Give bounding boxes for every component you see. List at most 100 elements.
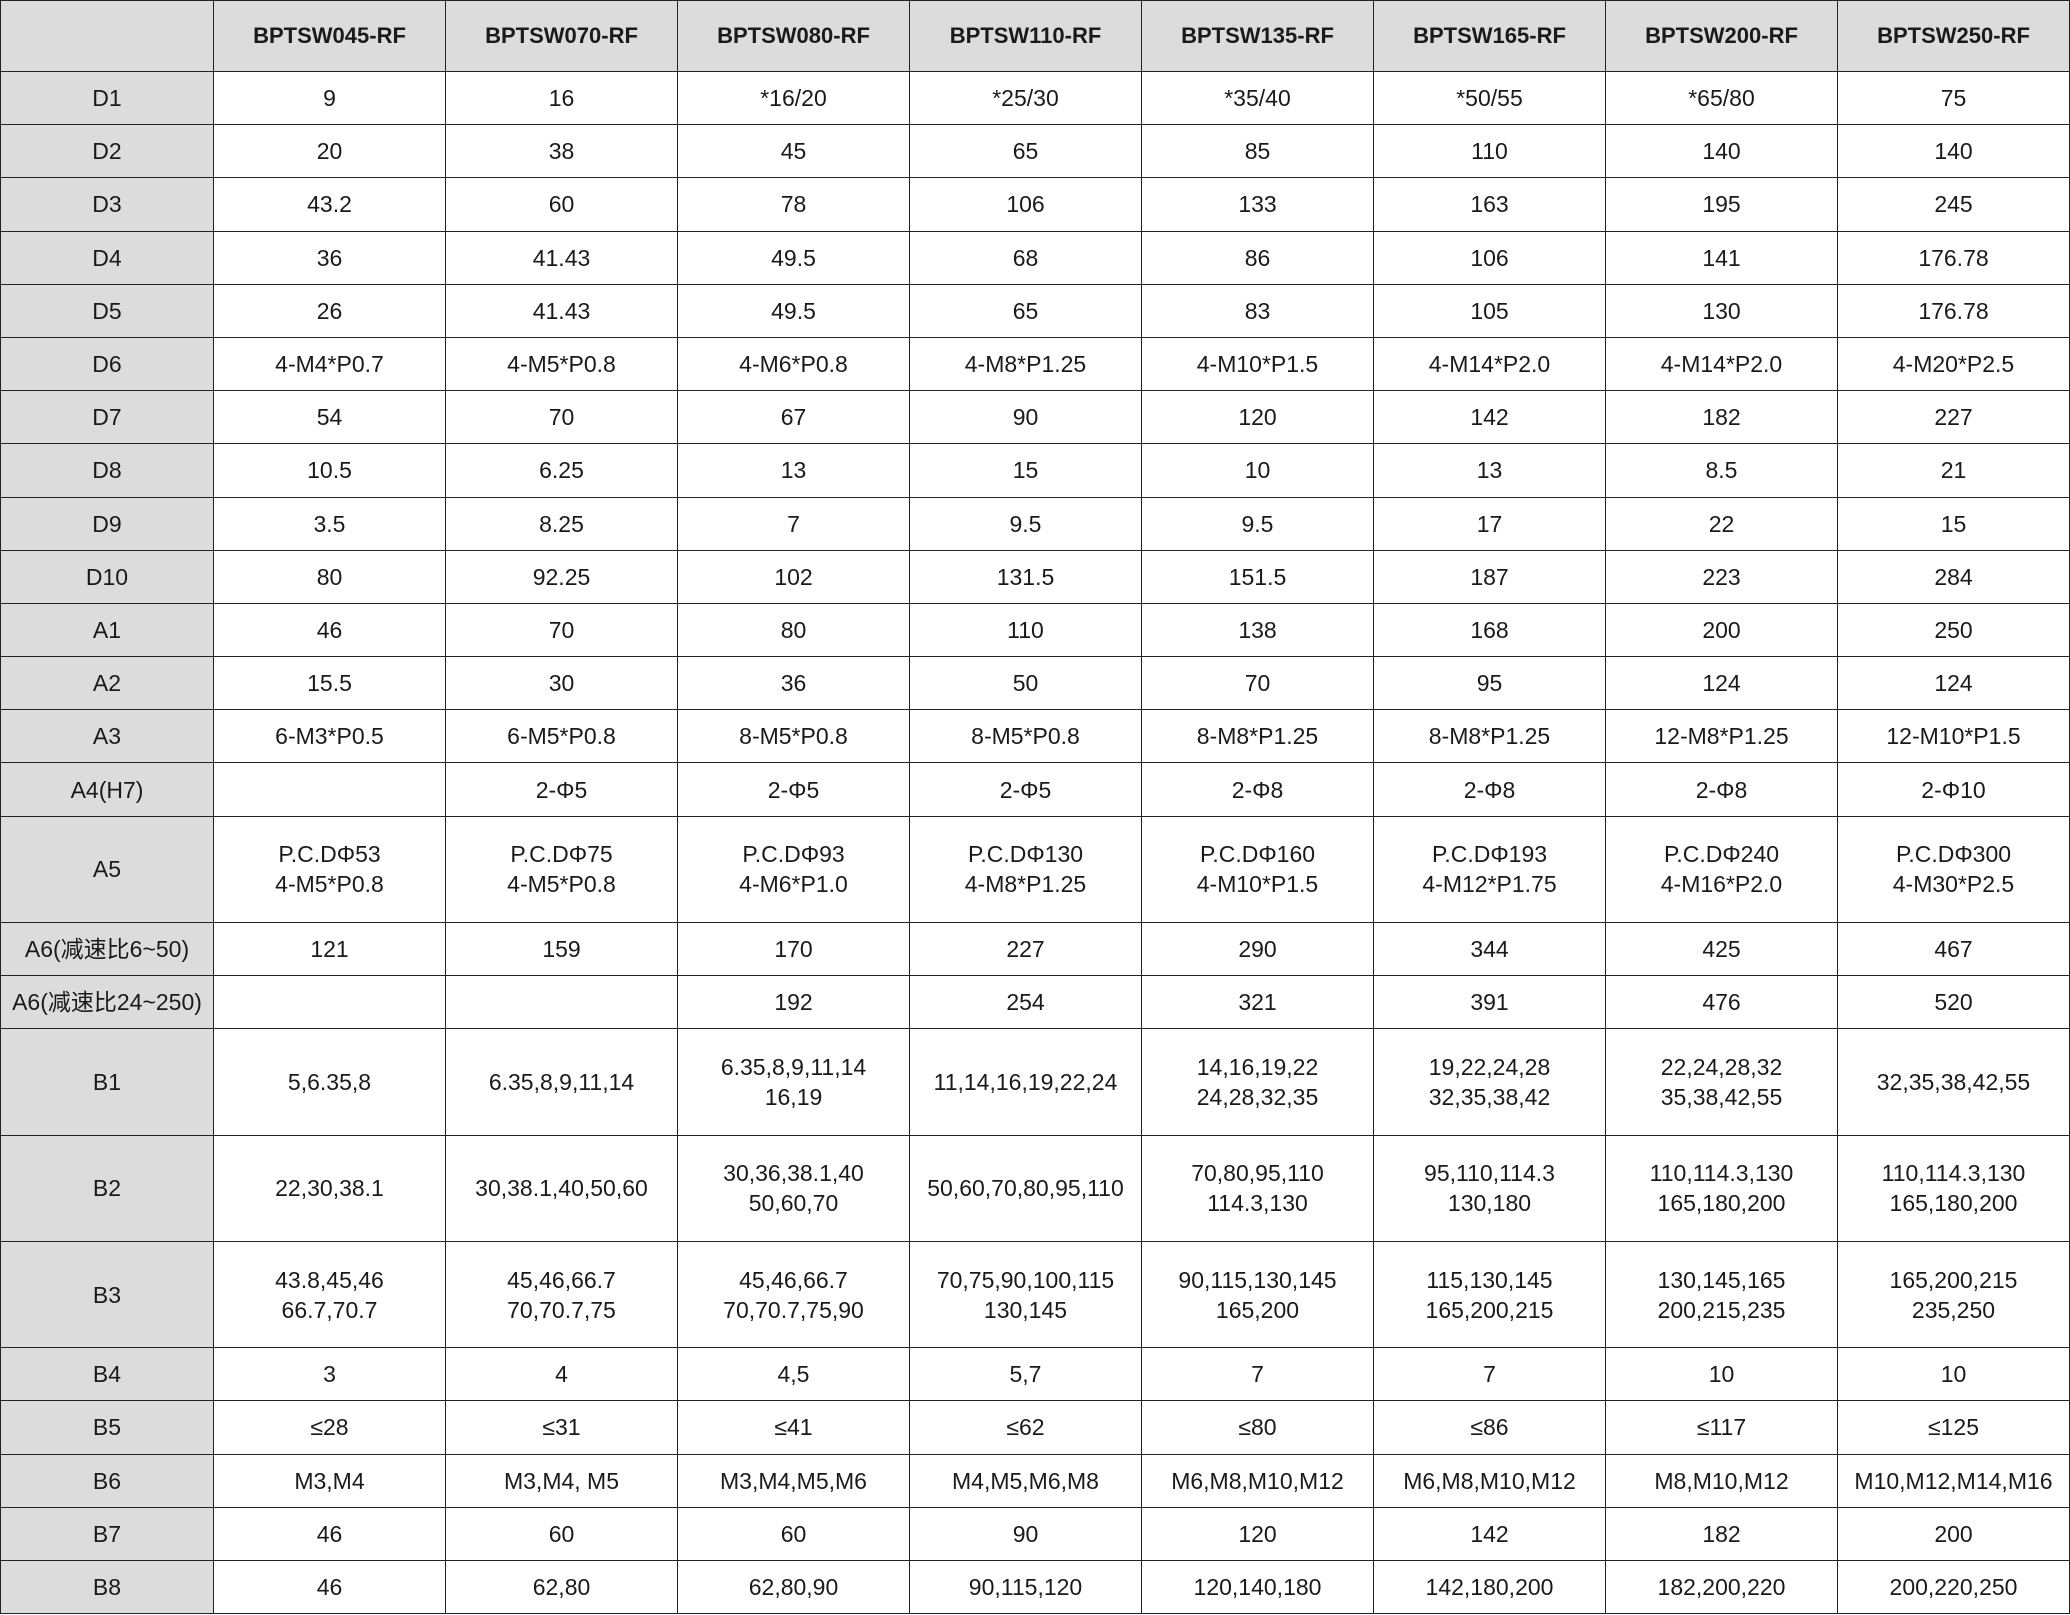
table-cell: 142,180,200 [1373, 1559, 1606, 1615]
table-cell: *16/20 [677, 70, 910, 126]
table-cell: P.C.DΦ130 4-M8*P1.25 [909, 815, 1142, 923]
table-cell: 4-M5*P0.8 [445, 336, 678, 392]
table-row: A1 46 70 80 110 138 168 200 250 [0, 602, 2070, 658]
table-cell: 227 [909, 921, 1142, 977]
table-cell: 6-M3*P0.5 [213, 709, 446, 764]
table-row: D4 36 41.43 49.5 68 86 106 141 176.78 [0, 230, 2070, 285]
table-cell: 120 [1141, 1506, 1374, 1561]
table-cell: 2-Φ8 [1373, 762, 1606, 817]
table-cell: 2-Φ5 [909, 762, 1142, 817]
table-cell: 192 [677, 975, 910, 1030]
table-cell: 151.5 [1141, 549, 1374, 604]
table-cell: 46 [213, 1559, 446, 1615]
table-row: A4(H7) 2-Φ5 2-Φ5 2-Φ5 2-Φ8 2-Φ8 2-Φ8 2-Φ10 [0, 762, 2070, 817]
table-cell: ≤41 [677, 1400, 910, 1455]
table-cell: 8-M8*P1.25 [1373, 709, 1606, 764]
column-header: BPTSW250-RF [1837, 0, 2070, 72]
row-label: A6(减速比24~250) [0, 975, 214, 1030]
row-label: B5 [0, 1400, 214, 1455]
table-cell: 4-M20*P2.5 [1837, 336, 2070, 392]
table-cell: 80 [213, 549, 446, 604]
table-cell: 45,46,66.7 70,70.7,75,90 [677, 1240, 910, 1349]
table-cell: 227 [1837, 390, 2070, 445]
table-cell: ≤117 [1605, 1400, 1838, 1455]
table-cell: 121 [213, 921, 446, 977]
table-cell: 90 [909, 390, 1142, 445]
row-label: D3 [0, 177, 214, 232]
row-label: A5 [0, 815, 214, 923]
table-cell: 62,80,90 [677, 1559, 910, 1615]
table-cell: 45,46,66.7 70,70.7,75 [445, 1240, 678, 1349]
table-cell: 130,145,165 200,215,235 [1605, 1240, 1838, 1349]
table-cell: M3,M4,M5,M6 [677, 1453, 910, 1508]
table-cell: 49.5 [677, 283, 910, 338]
table-cell: 120 [1141, 390, 1374, 445]
table-cell: 4-M14*P2.0 [1605, 336, 1838, 392]
table-cell: 138 [1141, 602, 1374, 658]
column-header: BPTSW165-RF [1373, 0, 1606, 72]
table-cell: 133 [1141, 177, 1374, 232]
table-row: A2 15.5 30 36 50 70 95 124 124 [0, 656, 2070, 711]
table-cell: 85 [1141, 124, 1374, 179]
table-cell: 9 [213, 70, 446, 126]
table-cell: 8-M5*P0.8 [909, 709, 1142, 764]
row-label: D6 [0, 336, 214, 392]
table-cell: 110 [1373, 124, 1606, 179]
table-cell: 140 [1837, 124, 2070, 179]
table-cell: 60 [445, 1506, 678, 1561]
table-cell [213, 975, 446, 1030]
table-cell: 7 [1141, 1347, 1374, 1402]
row-label: D2 [0, 124, 214, 179]
table-cell: 70 [445, 390, 678, 445]
table-row: D1 9 16 *16/20 *25/30 *35/40 *50/55 *65/80 75 [0, 70, 2070, 126]
table-cell: 476 [1605, 975, 1838, 1030]
table-cell: 200 [1837, 1506, 2070, 1561]
table-row: B6 M3,M4 M3,M4, M5 M3,M4,M5,M6 M4,M5,M6,M8 M6… [0, 1453, 2070, 1508]
table-cell: P.C.DΦ53 4-M5*P0.8 [213, 815, 446, 923]
table-cell: 41.43 [445, 283, 678, 338]
table-cell: 140 [1605, 124, 1838, 179]
table-cell: 60 [677, 1506, 910, 1561]
table-cell: 3 [213, 1347, 446, 1402]
table-cell: 170 [677, 921, 910, 977]
table-cell: 2-Φ5 [677, 762, 910, 817]
header-row: BPTSW045-RF BPTSW070-RF BPTSW080-RF BPTSW11… [0, 0, 2070, 72]
table-cell: 130 [1605, 283, 1838, 338]
table-cell: P.C.DΦ240 4-M16*P2.0 [1605, 815, 1838, 923]
table-cell: 4-M10*P1.5 [1141, 336, 1374, 392]
table-cell: 17 [1373, 496, 1606, 551]
table-cell: 195 [1605, 177, 1838, 232]
table-cell: 4 [445, 1347, 678, 1402]
table-cell: 5,6.35,8 [213, 1028, 446, 1136]
table-cell: 86 [1141, 230, 1374, 285]
table-row: D5 26 41.43 49.5 65 83 105 130 176.78 [0, 283, 2070, 338]
table-cell: 46 [213, 602, 446, 658]
table-cell: 182 [1605, 390, 1838, 445]
table-cell: 65 [909, 124, 1142, 179]
table-cell: 5,7 [909, 1347, 1142, 1402]
table-cell: 75 [1837, 70, 2070, 126]
row-label: D10 [0, 549, 214, 604]
table-cell: 95 [1373, 656, 1606, 711]
table-cell: P.C.DΦ75 4-M5*P0.8 [445, 815, 678, 923]
table-cell: 30,36,38.1,40 50,60,70 [677, 1134, 910, 1242]
table-cell: 254 [909, 975, 1142, 1030]
table-row: D2 20 38 45 65 85 110 140 140 [0, 124, 2070, 179]
table-cell: 95,110,114.3 130,180 [1373, 1134, 1606, 1242]
table-cell: 15.5 [213, 656, 446, 711]
table-cell: 10.5 [213, 443, 446, 498]
row-label: A3 [0, 709, 214, 764]
row-label: D7 [0, 390, 214, 445]
table-cell: 20 [213, 124, 446, 179]
table-cell: 13 [677, 443, 910, 498]
table-cell: 45 [677, 124, 910, 179]
table-cell: 520 [1837, 975, 2070, 1030]
table-cell: 182,200,220 [1605, 1559, 1838, 1615]
row-label: D9 [0, 496, 214, 551]
table-cell: 7 [1373, 1347, 1606, 1402]
row-label: B2 [0, 1134, 214, 1242]
table-cell: 6.35,8,9,11,14 [445, 1028, 678, 1136]
table-cell: 38 [445, 124, 678, 179]
table-cell: 11,14,16,19,22,24 [909, 1028, 1142, 1136]
table-cell: 36 [677, 656, 910, 711]
